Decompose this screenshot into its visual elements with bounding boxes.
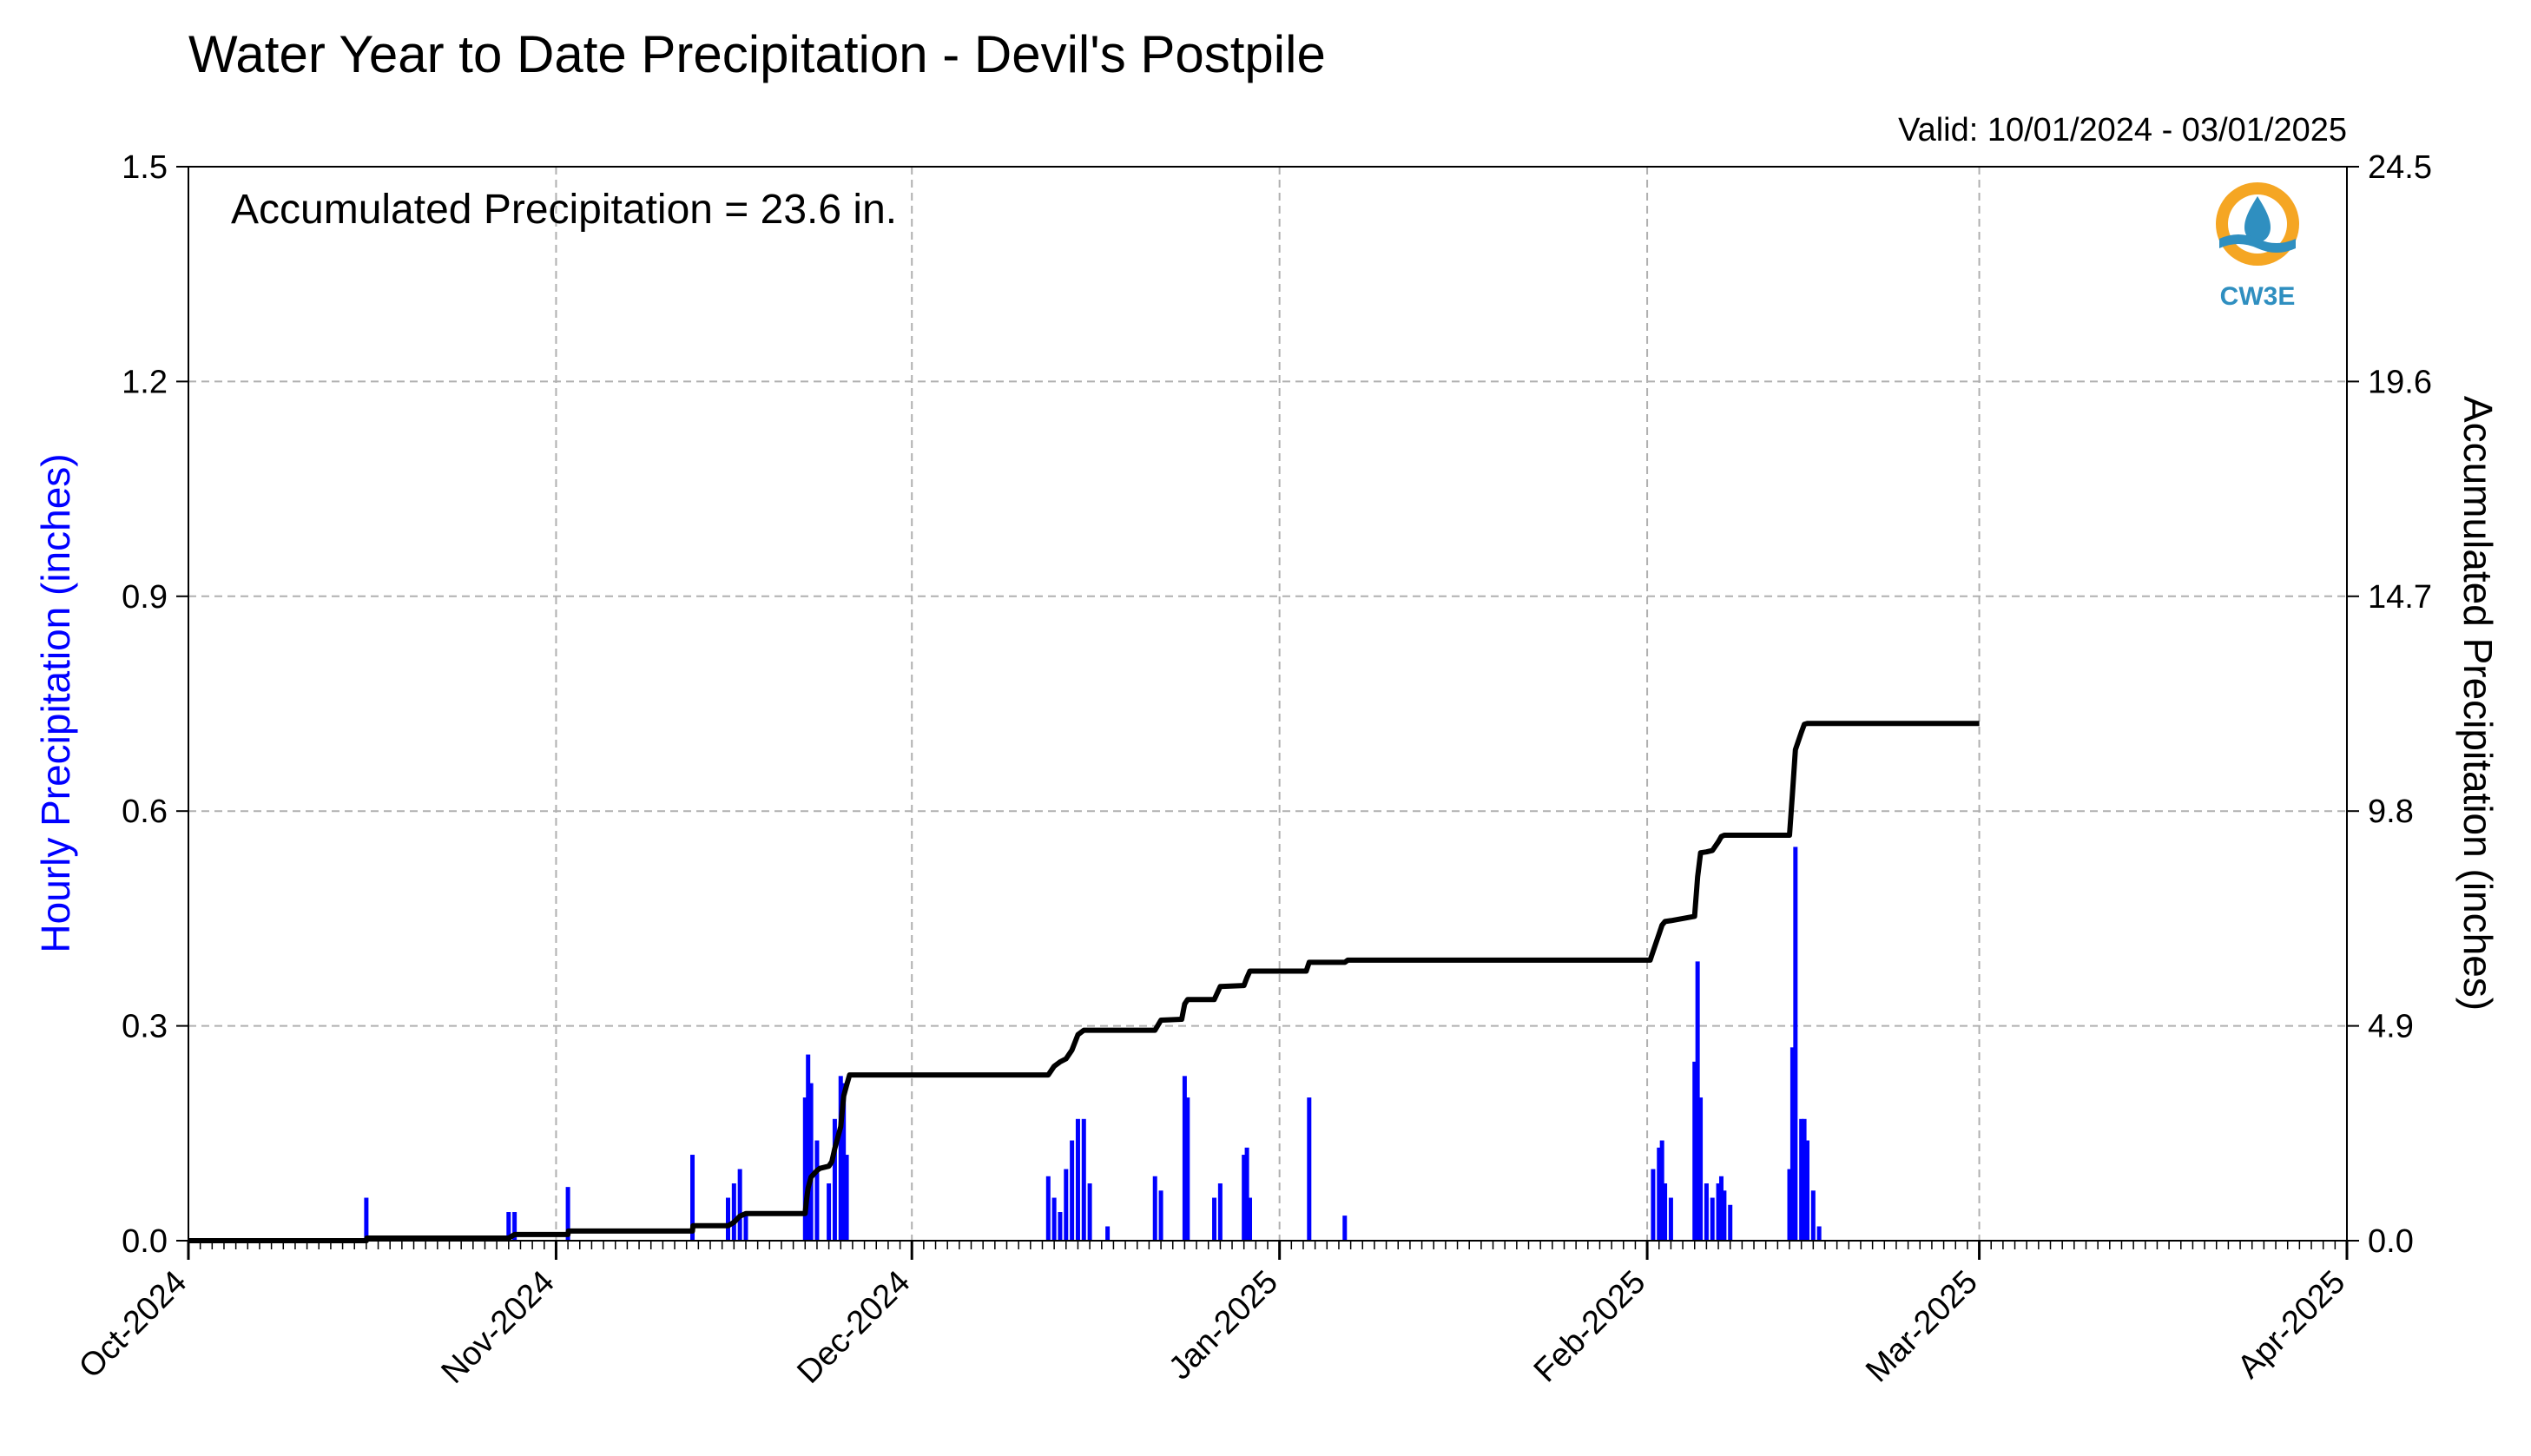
hourly-bar	[841, 1083, 847, 1241]
hourly-bar	[1158, 1190, 1163, 1241]
right-tick-label: 4.9	[2368, 1009, 2414, 1045]
hourly-bar	[1698, 1097, 1704, 1241]
hourly-bar	[743, 1212, 748, 1241]
right-tick-label: 14.7	[2368, 579, 2432, 616]
hourly-bar	[1075, 1118, 1080, 1241]
hourly-bar	[1244, 1147, 1249, 1241]
hourly-bar	[1716, 1183, 1721, 1241]
left-tick-label: 0.0	[122, 1223, 168, 1260]
logo-text: CW3E	[2220, 282, 2296, 311]
hourly-bar	[1692, 1061, 1697, 1241]
hourly-bar	[1182, 1076, 1187, 1241]
hourly-bar	[1307, 1097, 1312, 1241]
grid-lines	[188, 167, 2347, 1241]
left-tick-label: 0.9	[122, 579, 168, 616]
hourly-bar	[1793, 847, 1798, 1241]
hourly-bar	[512, 1212, 517, 1241]
hourly-bar	[1152, 1176, 1157, 1241]
hourly-bar	[565, 1187, 570, 1241]
hourly-bar	[1058, 1212, 1063, 1241]
right-axis-label: Accumulated Precipitation (inches)	[2455, 396, 2501, 1011]
hourly-bar	[1787, 1169, 1792, 1241]
hourly-bar	[1064, 1169, 1069, 1241]
hourly-bar	[802, 1097, 807, 1241]
hourly-bar	[1789, 1047, 1795, 1241]
hourly-bar	[1704, 1183, 1709, 1241]
hourly-bar	[808, 1083, 814, 1241]
hourly-bar	[1659, 1140, 1664, 1241]
hourly-bar	[838, 1076, 843, 1241]
hourly-bar	[806, 1054, 811, 1241]
hourly-bar	[1805, 1140, 1809, 1241]
hourly-bar	[1051, 1197, 1057, 1241]
hourly-bars	[364, 847, 1822, 1241]
hourly-bar	[1663, 1183, 1668, 1241]
accumulated-total-annotation: Accumulated Precipitation = 23.6 in.	[231, 187, 897, 233]
left-tick-label: 1.2	[122, 364, 168, 400]
wave-icon	[2219, 234, 2296, 253]
hourly-bar	[731, 1183, 736, 1241]
hourly-bar	[827, 1183, 832, 1241]
hourly-bar	[1212, 1197, 1217, 1241]
hourly-bar	[1816, 1226, 1822, 1241]
hourly-bar	[1242, 1155, 1247, 1241]
hourly-bar	[1657, 1147, 1662, 1241]
left-tick-label: 0.6	[122, 794, 168, 830]
hourly-bar	[1695, 961, 1700, 1241]
hourly-bar	[1722, 1190, 1727, 1241]
hourly-bar	[1342, 1216, 1348, 1241]
hourly-bar	[1081, 1118, 1086, 1241]
hourly-bar	[1087, 1183, 1092, 1241]
hourly-bar	[1105, 1226, 1111, 1241]
hourly-bar	[1070, 1140, 1075, 1241]
hourly-bar	[737, 1169, 742, 1241]
hourly-bar	[506, 1212, 511, 1241]
hourly-bar	[1718, 1176, 1724, 1241]
hourly-bar	[1185, 1097, 1190, 1241]
hourly-bar	[726, 1197, 730, 1241]
hourly-bar	[1810, 1190, 1816, 1241]
right-tick-label: 19.6	[2368, 364, 2432, 400]
hourly-bar	[814, 1140, 820, 1241]
left-axis-label: Hourly Precipitation (inches)	[33, 453, 78, 952]
right-tick-label: 0.0	[2368, 1223, 2414, 1260]
hourly-bar	[1799, 1118, 1804, 1241]
hourly-bar	[1668, 1197, 1673, 1241]
hourly-bar	[1651, 1169, 1656, 1241]
hourly-bar	[1710, 1197, 1715, 1241]
accumulated-line-layer	[188, 721, 1980, 1243]
cw3e-logo: CW3E	[2216, 182, 2299, 311]
accumulated-line	[188, 721, 1980, 1243]
water-drop-icon	[2244, 196, 2271, 242]
hourly-bar	[690, 1155, 695, 1241]
right-tick-label: 24.5	[2368, 149, 2432, 186]
hourly-bar	[364, 1197, 369, 1241]
chart-title: Water Year to Date Precipitation - Devil…	[188, 25, 1326, 83]
valid-date-range: Valid: 10/01/2024 - 03/01/2025	[1898, 112, 2347, 148]
right-tick-label: 9.8	[2368, 794, 2414, 830]
hourly-bar	[832, 1118, 837, 1241]
hourly-bar	[1217, 1183, 1223, 1241]
left-tick-label: 1.5	[122, 149, 168, 186]
hourly-bar	[1802, 1118, 1807, 1241]
hourly-bar	[1045, 1176, 1051, 1241]
hourly-bar	[1248, 1197, 1253, 1241]
hourly-bar	[844, 1155, 849, 1241]
left-tick-label: 0.3	[122, 1009, 168, 1045]
hourly-bar	[1728, 1204, 1733, 1241]
